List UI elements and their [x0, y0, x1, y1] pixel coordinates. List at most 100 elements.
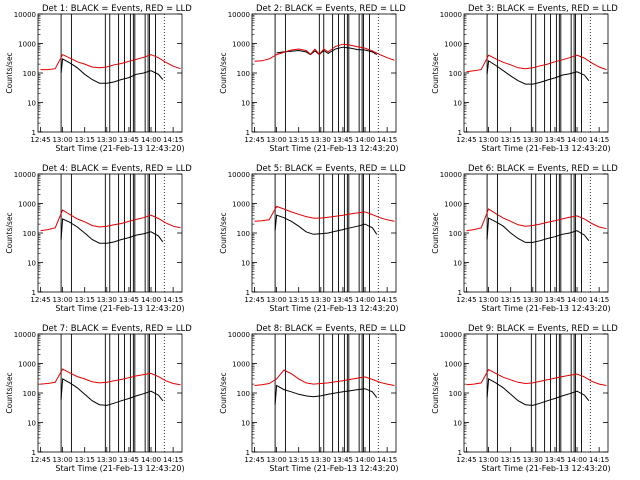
- y-tick-label: 10: [453, 420, 462, 428]
- x-tick-label: 14:00: [141, 136, 161, 144]
- x-tick-label: 13:00: [478, 296, 498, 304]
- x-tick-label: 13:15: [75, 136, 95, 144]
- y-tick-label: 100: [23, 390, 36, 398]
- plot-title: Det 7: BLACK = Events, RED = LLD: [42, 324, 192, 334]
- x-tick-label: 13:45: [333, 136, 353, 144]
- lld-series-line: [254, 205, 395, 222]
- x-tick-label: 14:15: [163, 456, 183, 464]
- x-axis-label: Start Time (21-Feb-13 12:43:20): [55, 464, 184, 473]
- x-axis-label: Start Time (21-Feb-13 12:43:20): [55, 304, 184, 313]
- y-tick-label: 10000: [228, 331, 250, 339]
- x-tick-label: 13:15: [289, 136, 309, 144]
- y-tick-label: 10: [453, 260, 462, 268]
- x-tick-label: 13:00: [52, 136, 72, 144]
- x-tick-label: 13:15: [501, 456, 521, 464]
- x-tick-label: 14:00: [567, 296, 587, 304]
- y-tick-label: 10: [27, 100, 36, 108]
- lld-series-line: [40, 209, 181, 232]
- events-series-line: [60, 378, 164, 406]
- x-axis-label: Start Time (21-Feb-13 12:43:20): [481, 304, 610, 313]
- x-tick-label: 12:45: [244, 296, 264, 304]
- plot-title: Det 5: BLACK = Events, RED = LLD: [256, 164, 406, 174]
- y-tick-label: 10000: [14, 331, 36, 339]
- x-tick-label: 13:00: [52, 456, 72, 464]
- y-tick-label: 1000: [444, 361, 462, 369]
- x-tick-label: 13:00: [266, 456, 286, 464]
- detector-plot-8: Det 8: BLACK = Events, RED = LLD 1 10 100 10…: [219, 324, 406, 473]
- x-tick-label: 14:00: [355, 136, 375, 144]
- x-tick-label: 12:45: [30, 296, 50, 304]
- x-tick-label: 13:45: [333, 456, 353, 464]
- detector-plot-6: Det 6: BLACK = Events, RED = LLD 1 10 100 10…: [431, 164, 618, 313]
- y-tick-label: 1: [246, 289, 250, 297]
- x-tick-label: 13:30: [523, 136, 543, 144]
- events-series-line: [60, 218, 164, 244]
- plot-title: Det 9: BLACK = Events, RED = LLD: [468, 324, 618, 334]
- x-tick-label: 13:00: [266, 136, 286, 144]
- detector-plot-7: Det 7: BLACK = Events, RED = LLD 1 10 100 10…: [5, 324, 192, 473]
- x-tick-label: 13:00: [478, 136, 498, 144]
- x-tick-label: 12:45: [244, 136, 264, 144]
- plot-title: Det 8: BLACK = Events, RED = LLD: [256, 324, 406, 334]
- y-tick-label: 1000: [232, 41, 250, 49]
- x-axis-label: Start Time (21-Feb-13 12:43:20): [269, 464, 398, 473]
- x-tick-label: 13:15: [289, 456, 309, 464]
- x-axis-label: Start Time (21-Feb-13 12:43:20): [269, 304, 398, 313]
- y-tick-label: 10: [241, 100, 250, 108]
- y-tick-label: 1000: [18, 201, 36, 209]
- x-tick-label: 13:30: [311, 456, 331, 464]
- x-tick-label: 13:00: [478, 456, 498, 464]
- y-tick-label: 100: [23, 230, 36, 238]
- x-tick-label: 13:45: [545, 456, 565, 464]
- plot-title: Det 3: BLACK = Events, RED = LLD: [468, 4, 618, 14]
- x-axis-label: Start Time (21-Feb-13 12:43:20): [481, 144, 610, 153]
- x-tick-label: 14:15: [589, 136, 609, 144]
- y-axis-label: Counts/sec: [5, 212, 14, 253]
- x-tick-label: 12:45: [30, 136, 50, 144]
- x-tick-label: 14:15: [377, 296, 397, 304]
- y-tick-label: 10000: [14, 11, 36, 19]
- x-tick-label: 13:15: [289, 296, 309, 304]
- y-tick-label: 1000: [444, 41, 462, 49]
- y-tick-label: 100: [23, 70, 36, 78]
- y-tick-label: 100: [237, 390, 250, 398]
- y-tick-label: 10000: [14, 171, 36, 179]
- x-tick-label: 13:45: [545, 296, 565, 304]
- y-tick-label: 10: [27, 260, 36, 268]
- x-tick-label: 14:15: [589, 296, 609, 304]
- x-tick-label: 13:30: [97, 296, 117, 304]
- x-tick-label: 14:15: [163, 136, 183, 144]
- y-tick-label: 1: [458, 129, 462, 137]
- y-tick-label: 1: [32, 449, 36, 457]
- detector-plot-4: Det 4: BLACK = Events, RED = LLD 1 10 100 10…: [5, 164, 192, 313]
- detector-plot-2: Det 2: BLACK = Events, RED = LLD 1 10 100 10…: [219, 4, 406, 153]
- y-tick-label: 10000: [440, 11, 462, 19]
- y-tick-label: 10000: [440, 171, 462, 179]
- y-tick-label: 1: [458, 449, 462, 457]
- y-tick-label: 1000: [232, 201, 250, 209]
- y-tick-label: 1: [246, 449, 250, 457]
- y-tick-label: 1000: [444, 201, 462, 209]
- plot-title: Det 2: BLACK = Events, RED = LLD: [256, 4, 406, 14]
- x-tick-label: 14:00: [355, 296, 375, 304]
- y-tick-label: 10: [241, 260, 250, 268]
- events-series-line: [274, 384, 378, 405]
- y-tick-label: 100: [449, 230, 462, 238]
- y-tick-label: 100: [237, 230, 250, 238]
- detector-plot-3: Det 3: BLACK = Events, RED = LLD 1 10 100 10…: [431, 4, 618, 153]
- x-tick-label: 12:45: [244, 456, 264, 464]
- x-tick-label: 14:00: [355, 456, 375, 464]
- y-axis-label: Counts/sec: [431, 212, 440, 253]
- y-axis-label: Counts/sec: [219, 52, 228, 93]
- y-tick-label: 1: [32, 289, 36, 297]
- x-tick-label: 13:30: [311, 296, 331, 304]
- events-series-line: [60, 58, 164, 84]
- x-axis-label: Start Time (21-Feb-13 12:43:20): [481, 464, 610, 473]
- events-series-line: [486, 59, 590, 85]
- y-tick-label: 100: [237, 70, 250, 78]
- y-tick-label: 10: [453, 100, 462, 108]
- lld-series-line: [254, 369, 395, 386]
- y-axis-label: Counts/sec: [431, 52, 440, 93]
- y-tick-label: 100: [449, 70, 462, 78]
- x-tick-label: 14:15: [377, 136, 397, 144]
